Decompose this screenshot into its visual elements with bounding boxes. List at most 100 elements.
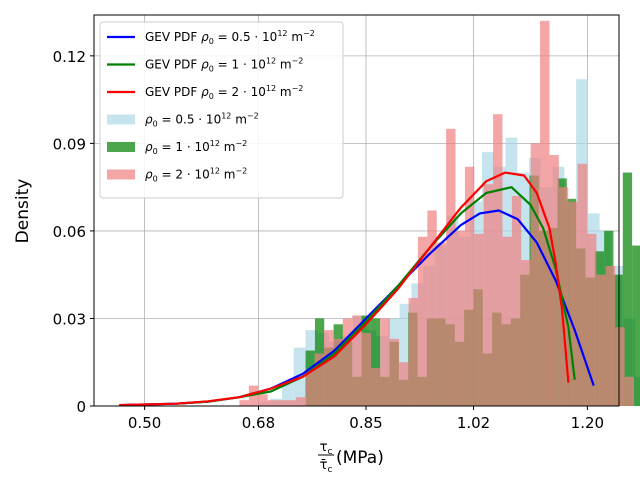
legend-label-5: ρ0 = 2 · 1012 m−2: [145, 167, 247, 184]
hist-2-bar-23: [455, 230, 465, 406]
legend-label-2: GEV PDF ρ0 = 2 · 1012 m−2: [145, 84, 303, 101]
legend-eq: =: [158, 168, 176, 182]
x-label-denominator: τ̄: [320, 458, 328, 473]
legend-exp: 12: [221, 112, 231, 121]
x-label-unit: (MPa): [336, 448, 384, 468]
legend-patch-5: [107, 169, 135, 180]
legend-eq: =: [214, 58, 232, 72]
hist-0-bar-2: [281, 382, 294, 406]
legend-unit-exp: −2: [247, 112, 259, 121]
y-axis-label: Density: [13, 179, 33, 244]
legend-exp: 12: [266, 57, 276, 66]
hist-2-bar-22: [446, 128, 456, 406]
svg-text:τ̄c: τ̄c: [320, 458, 333, 475]
hist-2-bar-14: [370, 368, 381, 406]
legend-value: 0.5 · 10: [232, 30, 278, 44]
legend-rho: ρ: [145, 140, 153, 154]
x-label-numerator: τ: [320, 440, 328, 455]
hist-2-bar-12: [352, 315, 362, 406]
hist-2-bar-7: [305, 370, 315, 406]
y-tick-label-4: 0.12: [53, 48, 86, 66]
legend-value: 1 · 10: [175, 140, 209, 154]
x-label-numerator-sub: c: [327, 447, 332, 457]
legend-exp: 12: [210, 139, 220, 148]
pdf-curves: [119, 171, 595, 407]
hist-2-bar-19: [417, 236, 428, 406]
legend-unit-exp: −2: [292, 57, 304, 66]
hist-1-bar-7: [370, 318, 381, 406]
hist-2-bar-37: [587, 233, 597, 406]
hist-2-bar-15: [380, 318, 390, 406]
legend-prefix: GEV PDF: [145, 30, 201, 44]
legend-exp: 12: [210, 167, 220, 176]
y-tick-label-2: 0.06: [53, 223, 86, 241]
legend-rho-sub: 0: [209, 65, 214, 74]
legend-value: 2 · 10: [232, 85, 266, 99]
hist-2-bar-17: [399, 362, 409, 406]
hist-0-bar-12: [399, 303, 412, 406]
legend-label-1: GEV PDF ρ0 = 1 · 1012 m−2: [145, 57, 303, 74]
svg-text:τc: τc: [320, 440, 333, 457]
legend-rho-sub: 0: [153, 120, 158, 129]
legend-value: 0.5 · 10: [175, 113, 221, 127]
legend-unit: m: [220, 168, 236, 182]
hist-2-bar-40: [615, 327, 625, 406]
x-label-denominator-sub: c: [327, 465, 332, 475]
legend-rho-sub: 0: [153, 175, 158, 184]
legend-rho-sub: 0: [209, 92, 214, 101]
hist-2-bar-34: [558, 187, 569, 406]
hist-2-bar-6: [295, 397, 306, 406]
legend-label-0: GEV PDF ρ0 = 0.5 · 1012 m−2: [145, 29, 315, 46]
legend-unit-exp: −2: [303, 29, 315, 38]
hist-2-bar-4: [277, 400, 287, 406]
y-tick-label-3: 0.09: [53, 135, 86, 153]
hist-2-bar-30: [521, 260, 531, 406]
hist-2-bar-35: [568, 201, 578, 406]
legend-unit-exp: −2: [235, 139, 247, 148]
legend-eq: =: [214, 30, 232, 44]
hist-2-bar-26: [483, 184, 494, 406]
hist-2-bar-8: [314, 353, 325, 406]
hist-2-bar-41: [624, 376, 634, 406]
x-tick-label-0: 0.50: [128, 414, 161, 432]
legend-rho: ρ: [145, 168, 153, 182]
y-tick-label-1: 0.03: [53, 310, 86, 328]
hist-2-bar-36: [577, 163, 588, 406]
hist-2-bar-39: [605, 265, 616, 406]
hist-2-bar-25: [474, 233, 484, 406]
legend-eq: =: [158, 113, 176, 127]
legend-prefix: GEV PDF: [145, 85, 201, 99]
legend-rho: ρ: [201, 58, 209, 72]
legend-value: 2 · 10: [175, 168, 209, 182]
hist-2-bar-5: [286, 400, 296, 406]
hist-2-bar-11: [342, 318, 353, 406]
legend-exp: 12: [277, 29, 287, 38]
legend-label-3: ρ0 = 0.5 · 1012 m−2: [145, 112, 259, 129]
hist-2-bar-9: [324, 330, 334, 406]
hist-1-bar-34: [622, 172, 633, 406]
legend-rho: ρ: [201, 30, 209, 44]
legend-rho: ρ: [201, 85, 209, 99]
legend-patch-3: [107, 114, 135, 125]
hist-2-bar-29: [511, 195, 522, 406]
legend-exp: 12: [266, 84, 276, 93]
axis-ticks: 0.50 0.68 0.85 1.02 1.20 0 0.03 0.06 0.09 0.12: [53, 48, 604, 432]
legend-unit: m: [276, 58, 292, 72]
legend-unit: m: [276, 85, 292, 99]
hist-2-bar-2: [258, 394, 268, 406]
hist-2-bar-16: [389, 338, 400, 406]
legend-unit: m: [220, 140, 236, 154]
hist-2-bar-13: [361, 333, 371, 406]
legend-unit: m: [288, 30, 304, 44]
legend-rho-sub: 0: [153, 147, 158, 156]
hist-1-bar-35: [632, 245, 640, 406]
hist-2-bar-33: [549, 155, 559, 406]
legend-prefix: GEV PDF: [145, 58, 201, 72]
hist-2-bar-31: [530, 143, 541, 406]
hist-2-bar-3: [267, 400, 278, 406]
axes-frame: [93, 14, 620, 407]
hist-2-bar-38: [596, 274, 606, 406]
hist-2-bar-20: [427, 210, 437, 406]
